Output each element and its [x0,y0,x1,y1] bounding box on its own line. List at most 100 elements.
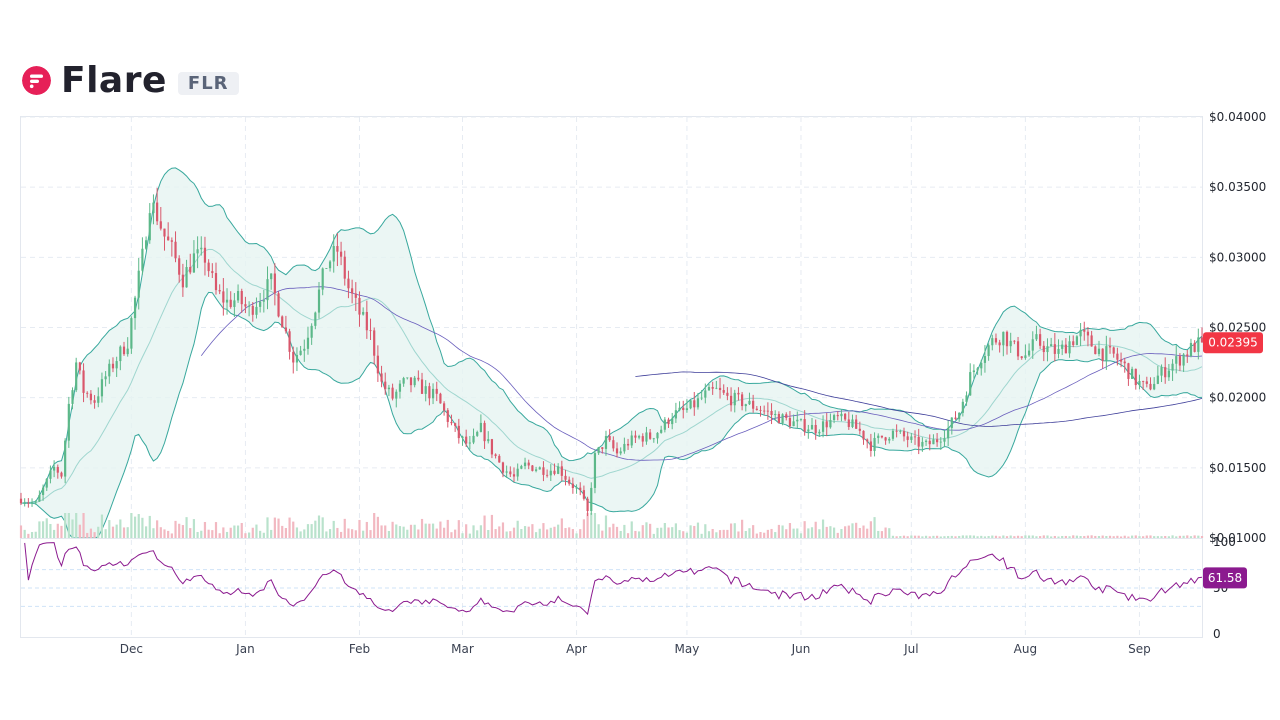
volume-bar [1186,535,1189,538]
volume-bar [936,535,939,538]
volume-bar [866,528,869,538]
candle-body [921,441,924,447]
candle-body [1046,346,1049,353]
candle-body [608,436,611,441]
volume-bar [483,515,486,538]
candle-body [1075,336,1079,346]
candle-body [1097,348,1101,355]
candle-body [641,436,644,442]
candle-body [391,387,394,399]
volume-bar [100,514,104,538]
volume-bar [152,528,155,538]
candle-body [770,411,773,416]
volume-bar [1005,536,1009,538]
volume-bar [402,526,405,538]
candle-body [156,202,159,222]
volume-bar [737,531,740,538]
candle-body [93,400,96,403]
candle-body [1101,348,1104,361]
x-tick-label: Feb [349,642,370,656]
candle-body [64,440,67,477]
bollinger-fill [21,167,1202,538]
candle-body [1024,355,1027,359]
candle-body [487,439,490,442]
candle-body [23,502,26,504]
flare-logo-icon [22,65,51,95]
candle-body [262,300,265,302]
candle-body [832,415,836,421]
volume-bar [108,520,111,538]
candle-body [1123,361,1126,364]
volume-bar [961,535,964,538]
candle-body [189,267,192,273]
candle-body [766,410,769,412]
volume-bar [520,529,523,538]
candle-body [200,247,203,250]
volume-bar [34,531,37,538]
candle-body [1119,359,1123,362]
volume-bar [626,533,630,538]
volume-bar [472,525,475,538]
candle-body [656,432,659,439]
volume-bar [240,522,243,538]
candle-body [336,246,339,252]
volume-bar [987,536,990,538]
candle-body [939,441,942,443]
candle-body [553,470,556,474]
chart-axes: Dec Jan Feb Mar Apr May Jun Jul Aug Sep $0.04000 $0… [120,110,1267,656]
candle-body [144,240,148,249]
volume-bar [465,524,468,538]
volume-bar [339,531,343,538]
candle-body [181,274,184,288]
candle-body [523,462,527,467]
volume-bar [97,526,100,538]
volume-bar [222,527,225,538]
volume-bar [1061,535,1064,538]
volume-bar [270,529,273,538]
candle-body [976,368,979,371]
volume-bar [983,536,987,538]
volume-bar [1020,536,1023,538]
volume-bar [718,530,722,538]
candle-body [961,401,964,413]
rsi-tick-label: 100 [1213,535,1236,549]
volume-bar [619,530,622,538]
candle-body [1079,329,1082,337]
volume-bar [649,523,652,538]
candle-body [49,470,52,479]
volume-bar [913,535,917,538]
y-tick-label: $0.01500 [1209,461,1266,475]
candle-body [1090,335,1093,347]
volume-bar [777,524,781,538]
volume-bar [71,519,74,538]
volume-bar [950,535,953,538]
volume-bar [546,529,549,538]
volume-bar [1068,536,1071,538]
volume-bar [358,519,361,538]
x-tick-label: Dec [120,642,143,656]
candle-body [689,400,692,409]
volume-bar [1064,535,1067,538]
volume-bar [476,530,479,538]
candle-body [185,267,188,288]
candle-body [913,436,917,438]
candle-body [446,410,449,422]
candle-body [619,451,622,454]
candle-body [733,392,736,406]
volume-bar [763,532,766,538]
volume-bar [303,529,306,538]
volume-bar [645,522,648,538]
volume-bar [994,535,998,538]
volume-bar [225,531,229,538]
volume-bar [1024,535,1027,538]
volume-bar [1083,536,1086,538]
volume-bar [744,530,747,538]
volume-bar [597,524,600,538]
volume-bar [218,533,221,538]
candle-body [163,228,166,237]
candle-body [825,421,828,428]
candle-body [950,417,953,428]
volume-bar [53,529,56,538]
volume-bar [1013,536,1016,538]
